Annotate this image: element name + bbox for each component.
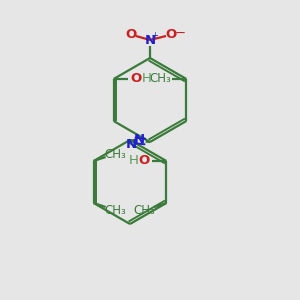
- Text: N: N: [126, 138, 137, 151]
- Text: N: N: [144, 34, 156, 46]
- Text: +: +: [152, 32, 158, 40]
- Text: O: O: [125, 28, 136, 41]
- Text: O: O: [139, 154, 150, 166]
- Text: CH₃: CH₃: [105, 203, 127, 217]
- Text: CH₃: CH₃: [134, 203, 155, 217]
- Text: O: O: [130, 71, 141, 85]
- Text: CH₃: CH₃: [149, 71, 171, 85]
- Text: H: H: [128, 154, 138, 166]
- Text: H: H: [142, 71, 152, 85]
- Text: −: −: [174, 26, 186, 40]
- Text: O: O: [165, 28, 177, 41]
- Text: CH₃: CH₃: [105, 148, 127, 160]
- Text: N: N: [134, 133, 146, 146]
